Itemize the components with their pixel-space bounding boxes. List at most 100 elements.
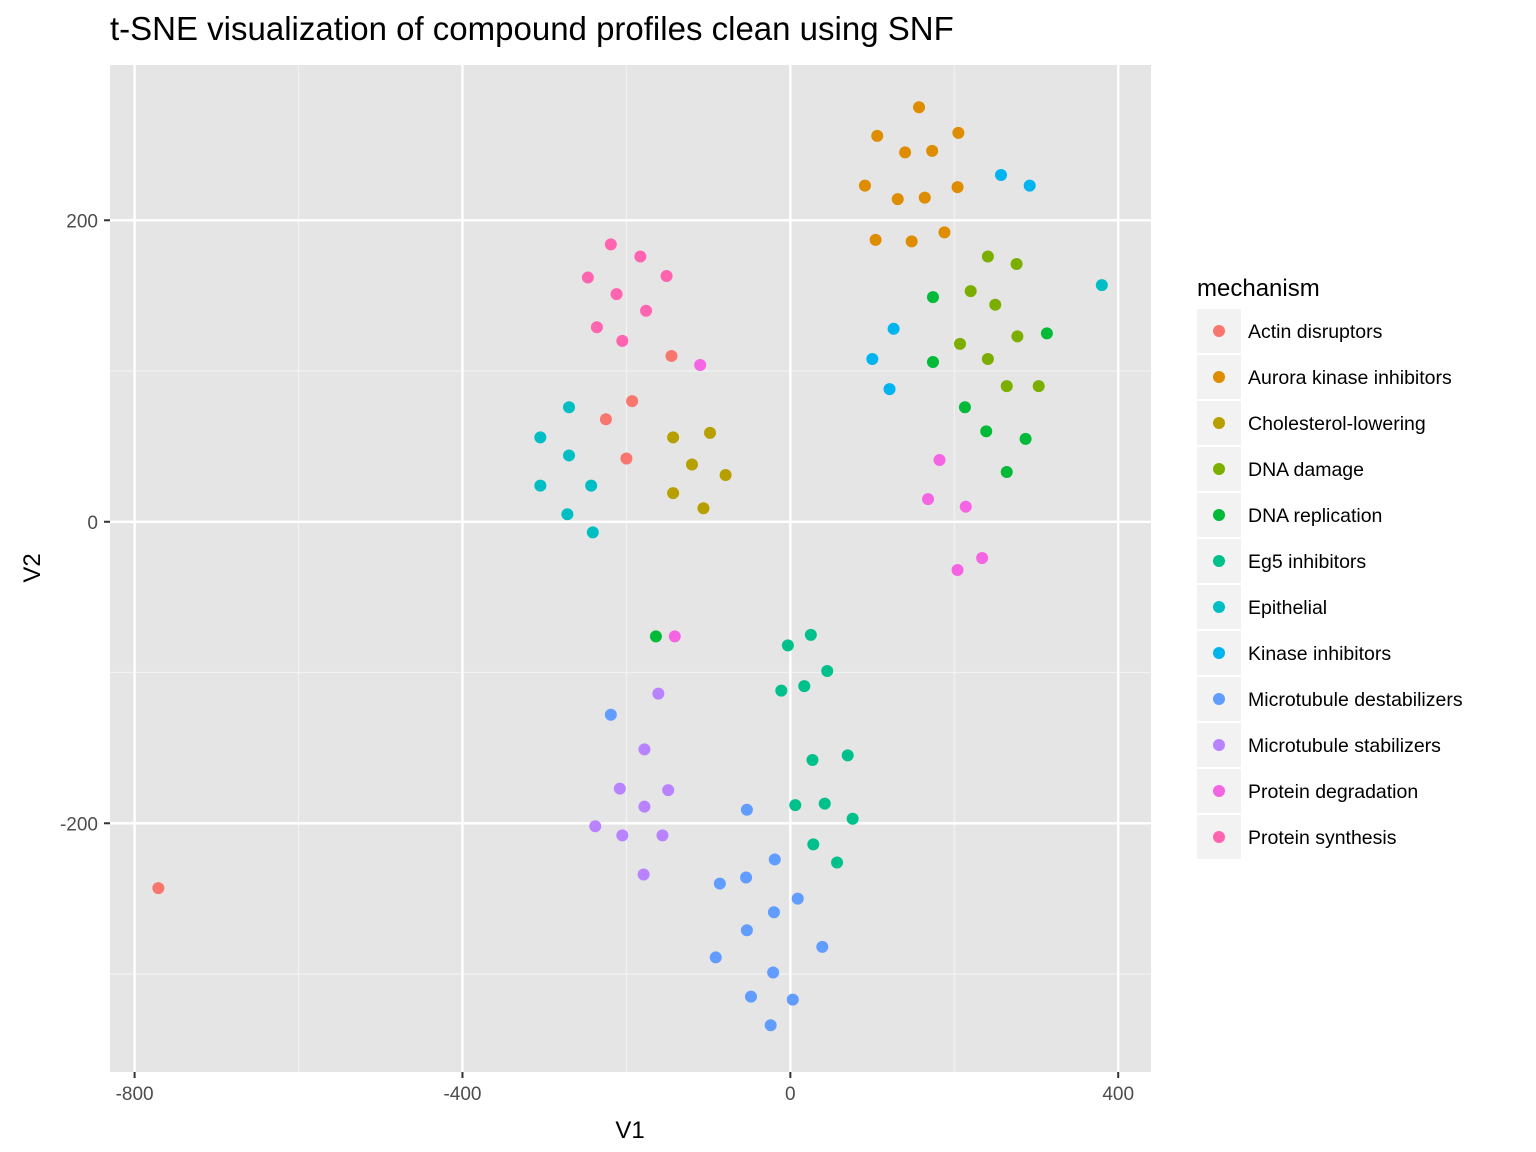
data-point [807,838,820,851]
data-point [767,906,780,919]
data-point [887,322,900,335]
data-point [744,990,757,1003]
data-point [954,337,967,350]
data-point [804,628,817,641]
legend-swatch [1213,785,1225,797]
chart-title: t-SNE visualization of compound profiles… [110,10,954,47]
data-point [634,250,647,263]
legend-label: Protein degradation [1248,781,1418,803]
data-point [980,425,993,438]
legend-item: Aurora kinase inhibitors [1197,355,1452,399]
data-point [1010,257,1023,270]
data-point [958,401,971,414]
legend-item: Microtubule destabilizers [1197,677,1463,721]
legend-label: Eg5 inhibitors [1248,551,1366,573]
plot-panel [110,65,1151,1072]
legend-item: Kinase inhibitors [1197,631,1391,675]
data-point [831,856,844,869]
data-point [704,426,717,439]
data-point [938,226,951,239]
data-point [951,564,964,577]
legend-item: Eg5 inhibitors [1197,539,1366,583]
data-point [613,782,626,795]
legend-label: Actin disruptors [1248,321,1383,343]
legend-label: Protein synthesis [1248,827,1397,849]
data-point [638,743,651,756]
data-point [964,285,977,298]
data-point [806,753,819,766]
data-point [816,940,829,953]
data-point [665,349,678,362]
data-point [1040,327,1053,340]
data-point [922,493,935,506]
data-point [656,829,669,842]
data-point [926,291,939,304]
grid-major [110,65,1151,1072]
data-point [599,413,612,426]
data-point [534,479,547,492]
y-axis-title: V2 [19,553,46,582]
data-point [869,233,882,246]
data-point [585,479,598,492]
x-tick-label: -800 [116,1084,154,1105]
data-point [952,126,965,139]
data-point [534,431,547,444]
data-point [740,924,753,937]
data-point [981,250,994,263]
data-point [871,129,884,142]
data-point [616,334,629,347]
legend-swatch [1213,325,1225,337]
data-point [694,358,707,371]
legend-label: Cholesterol-lowering [1248,413,1426,435]
data-point [905,235,918,248]
legend-item: Protein degradation [1197,769,1418,813]
data-point [976,551,989,564]
legend-title: mechanism [1197,275,1320,302]
legend-swatch [1213,831,1225,843]
data-point [563,449,576,462]
data-point [951,181,964,194]
data-point [846,812,859,825]
data-point [1000,466,1013,479]
data-point [821,665,834,678]
legend-swatch [1213,601,1225,613]
legend-label: Microtubule stabilizers [1248,735,1441,757]
data-point [866,352,879,365]
data-point [818,797,831,810]
data-point [1095,279,1108,292]
data-point [604,238,617,251]
legend-swatch [1213,371,1225,383]
data-point [1000,380,1013,393]
points-layer [152,101,1108,1032]
y-axis: -200 0 200 [60,211,110,835]
data-point [668,630,681,643]
x-tick-label: -400 [443,1084,481,1105]
data-point [649,630,662,643]
legend-swatch [1213,647,1225,659]
x-axis: -800 -400 0 400 [116,1072,1134,1105]
data-point [775,684,788,697]
x-tick-label: 0 [785,1084,796,1105]
data-point [1032,380,1045,393]
legend-label: Epithelial [1248,597,1327,619]
legend-label: DNA replication [1248,505,1382,527]
legend-swatch [1213,693,1225,705]
data-point [638,800,651,813]
data-point [685,458,698,471]
legend-item: DNA damage [1197,447,1364,491]
legend-label: Kinase inhibitors [1248,643,1391,665]
data-point [994,169,1007,182]
data-point [152,882,165,895]
data-point [858,179,871,192]
data-point [713,877,726,890]
data-point [899,146,912,159]
data-point [637,868,650,881]
data-point [604,708,617,721]
x-axis-title: V1 [615,1117,644,1144]
data-point [660,270,673,283]
legend-item: Actin disruptors [1197,309,1383,353]
data-point [781,639,794,652]
legend-item: Cholesterol-lowering [1197,401,1426,445]
legend: mechanism Actin disruptors Aurora kinase … [1197,275,1463,859]
